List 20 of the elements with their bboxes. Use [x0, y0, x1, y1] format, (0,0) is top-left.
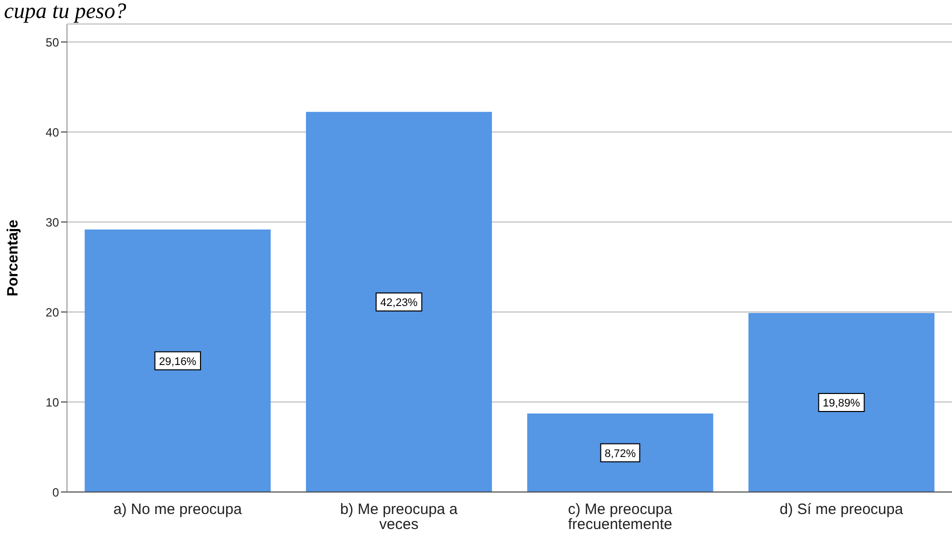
bar	[748, 312, 934, 492]
y-tick-label: 40	[46, 125, 60, 140]
bar	[84, 230, 271, 492]
bar	[306, 112, 492, 492]
x-tick-label: c) Me preocupa frecuentemente	[568, 501, 673, 533]
x-tick-label: b) Me preocupa a veces	[340, 501, 458, 533]
y-tick-label: 30	[46, 215, 60, 230]
data-label: 8,72%	[604, 448, 636, 460]
y-axis-title: Porcentaje	[4, 220, 22, 296]
data-label: 19,89%	[822, 397, 860, 410]
x-tick-label: d) Sí me preocupa	[780, 501, 904, 518]
data-label: 29,16%	[159, 356, 197, 368]
chart-title: cupa tu peso?	[4, 0, 126, 23]
x-tick-label: a) No me preocupa	[113, 501, 242, 518]
data-label: 42,23%	[380, 296, 418, 309]
y-tick-label: 10	[46, 395, 60, 410]
bar	[527, 414, 714, 492]
y-tick-label: 50	[46, 35, 60, 50]
y-tick-label: 0	[52, 485, 60, 500]
y-tick-label: 20	[46, 305, 60, 320]
